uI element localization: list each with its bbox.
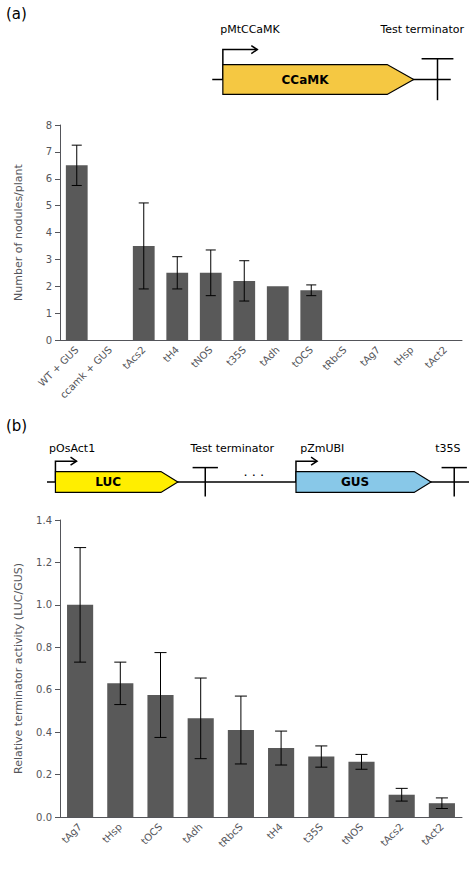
svg-text:0.4: 0.4: [36, 727, 52, 738]
svg-text:tHsp: tHsp: [100, 821, 124, 845]
svg-text:tOCS: tOCS: [290, 344, 316, 370]
svg-text:tNOS: tNOS: [340, 821, 366, 847]
svg-text:tAct2: tAct2: [423, 344, 449, 370]
svg-text:tAdh: tAdh: [257, 344, 281, 368]
svg-text:8: 8: [46, 120, 52, 131]
svg-text:pZmUBI: pZmUBI: [300, 442, 344, 455]
svg-text:tAg7: tAg7: [358, 344, 382, 368]
svg-text:6: 6: [46, 173, 52, 184]
svg-text:· · ·: · · ·: [243, 468, 264, 483]
svg-text:1.4: 1.4: [36, 515, 52, 526]
svg-text:tRbcS: tRbcS: [320, 344, 348, 372]
svg-text:0.0: 0.0: [36, 812, 52, 823]
svg-text:tHsp: tHsp: [392, 344, 416, 368]
svg-text:pOsAct1: pOsAct1: [49, 442, 95, 455]
svg-text:Test terminator: Test terminator: [189, 442, 274, 455]
svg-text:3: 3: [46, 254, 52, 265]
svg-text:0.2: 0.2: [36, 769, 52, 780]
svg-text:(a): (a): [6, 5, 27, 23]
svg-text:tRbcS: tRbcS: [216, 821, 244, 849]
svg-text:tNOS: tNOS: [189, 344, 215, 370]
svg-text:(b): (b): [6, 417, 27, 435]
svg-text:tAcs2: tAcs2: [120, 344, 147, 371]
svg-text:WT + GUS: WT + GUS: [36, 344, 81, 389]
svg-text:CCaMK: CCaMK: [282, 73, 330, 87]
svg-text:tH4: tH4: [265, 821, 285, 841]
svg-text:tH4: tH4: [161, 344, 181, 364]
svg-text:tAct2: tAct2: [419, 821, 445, 847]
svg-text:t35S: t35S: [435, 442, 460, 455]
svg-text:0: 0: [46, 335, 52, 346]
svg-text:tAg7: tAg7: [60, 821, 84, 845]
svg-text:Relative terminator activity (: Relative terminator activity (LUC/GUS): [12, 563, 25, 774]
svg-text:0.8: 0.8: [36, 642, 52, 653]
svg-text:LUC: LUC: [95, 475, 121, 489]
svg-text:pMtCCaMK: pMtCCaMK: [220, 23, 280, 36]
svg-text:Test terminator: Test terminator: [379, 23, 464, 36]
svg-text:ccamk + GUS: ccamk + GUS: [58, 344, 114, 400]
svg-text:1.2: 1.2: [36, 557, 52, 568]
svg-text:tOCS: tOCS: [139, 821, 165, 847]
svg-text:t35S: t35S: [224, 344, 248, 368]
svg-text:1.0: 1.0: [36, 599, 52, 610]
svg-text:tAcs2: tAcs2: [378, 821, 405, 848]
svg-text:tAdh: tAdh: [180, 821, 204, 845]
svg-text:0.6: 0.6: [36, 684, 52, 695]
svg-text:1: 1: [46, 308, 52, 319]
svg-text:7: 7: [46, 146, 52, 157]
svg-text:5: 5: [46, 200, 52, 211]
svg-text:t35S: t35S: [301, 821, 325, 845]
svg-text:GUS: GUS: [341, 475, 369, 489]
svg-text:2: 2: [46, 281, 52, 292]
svg-text:4: 4: [46, 227, 52, 238]
svg-text:Number of nodules/plant: Number of nodules/plant: [12, 163, 25, 300]
